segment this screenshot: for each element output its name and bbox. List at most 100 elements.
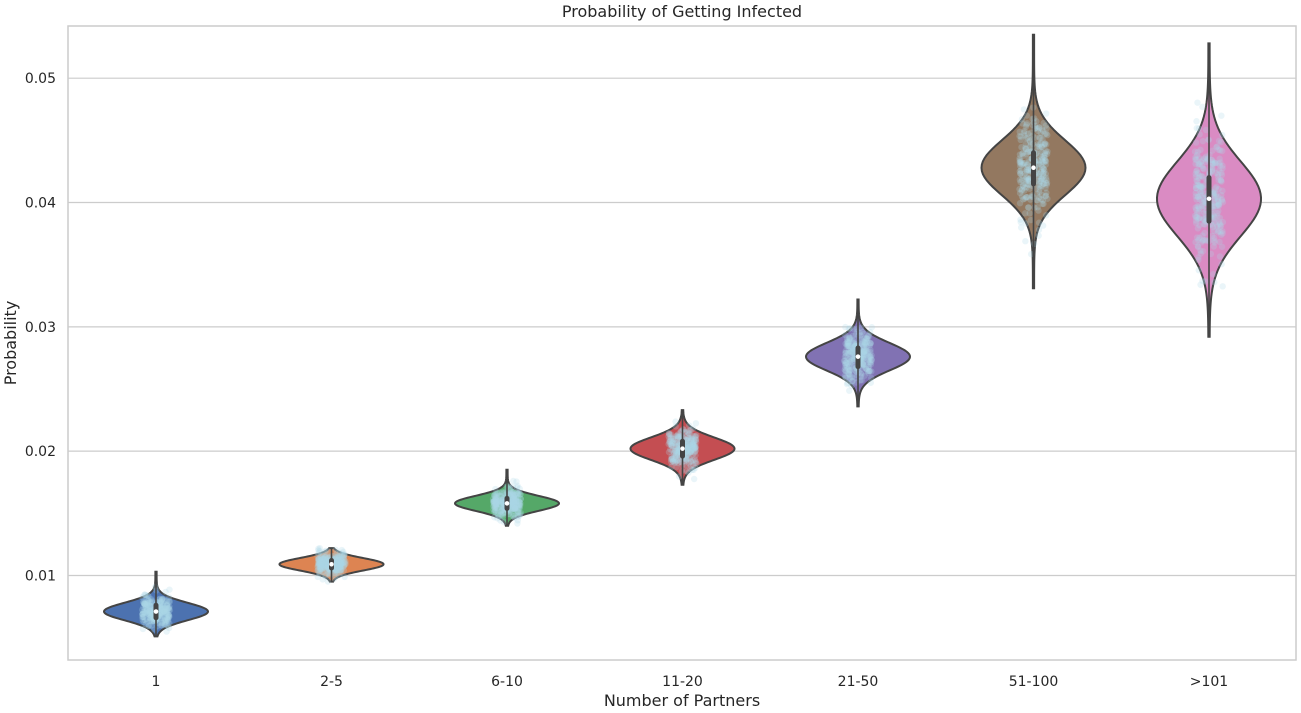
jitter-point [317, 563, 324, 570]
jitter-point [1034, 125, 1041, 132]
jitter-point [493, 504, 501, 512]
jitter-point [669, 447, 676, 454]
jitter-point [1219, 165, 1226, 172]
jitter-point [1198, 205, 1206, 213]
jitter-point [843, 380, 851, 388]
jitter-point [332, 561, 340, 569]
jitter-point [163, 602, 171, 610]
jitter-point [667, 458, 675, 466]
jitter-point [337, 564, 344, 571]
jitter-point [513, 478, 520, 485]
jitter-point [685, 422, 693, 429]
jitter-point [322, 563, 330, 570]
jitter-point [1199, 103, 1206, 111]
jitter-point [1215, 201, 1222, 208]
jitter-point [863, 351, 870, 359]
jitter-point [1023, 193, 1030, 201]
jitter-point [162, 618, 169, 625]
jitter-point [1210, 192, 1217, 199]
jitter-point [675, 442, 682, 449]
jitter-point [1023, 184, 1030, 191]
jitter-point [690, 439, 697, 446]
jitter-point [1218, 191, 1225, 199]
jitter-point [846, 325, 854, 332]
jitter-point [142, 604, 150, 611]
jitter-point [338, 557, 346, 564]
jitter-point [1195, 209, 1202, 216]
jitter-point [161, 607, 169, 614]
jitter-point [1218, 112, 1225, 119]
jitter-point [496, 496, 503, 503]
jitter-point [323, 562, 330, 569]
jitter-point [335, 560, 343, 568]
jitter-point [498, 499, 505, 506]
jitter-point [1038, 143, 1045, 150]
jitter-point [163, 610, 171, 618]
jitter-point [161, 620, 168, 628]
jitter-point [1023, 167, 1030, 174]
jitter-point [673, 449, 680, 457]
jitter-point [1198, 172, 1205, 180]
jitter-point [1034, 127, 1042, 135]
jitter-point [495, 492, 503, 500]
jitter-point [1036, 124, 1043, 131]
jitter-point [1019, 150, 1026, 158]
jitter-point [515, 490, 522, 497]
jitter-point [340, 554, 347, 561]
jitter-point [315, 547, 322, 554]
jitter-point [865, 358, 872, 366]
jitter-point [1042, 193, 1049, 200]
jitter-point [1017, 160, 1024, 168]
jitter-point [491, 497, 498, 505]
jitter-point [341, 551, 348, 558]
jitter-point [674, 442, 682, 450]
jitter-point [1217, 231, 1225, 239]
y-tick-label: 0.03 [25, 320, 56, 336]
jitter-point [510, 495, 518, 503]
jitter-point [337, 561, 345, 568]
jitter-point [160, 607, 167, 615]
jitter-point [689, 432, 696, 440]
jitter-point [338, 557, 345, 564]
jitter-point [322, 560, 330, 567]
jitter-point [333, 566, 340, 574]
jitter-point [1021, 187, 1028, 194]
jitter-point [141, 600, 148, 607]
jitter-point [142, 602, 149, 609]
jitter-point [1036, 124, 1043, 131]
jitter-point [158, 596, 165, 604]
jitter-point [508, 506, 515, 513]
jitter-point [512, 496, 520, 504]
jitter-point [323, 566, 331, 574]
jitter-point [689, 445, 697, 453]
jitter-point [1194, 99, 1201, 106]
jitter-point [842, 331, 849, 339]
jitter-point [672, 439, 679, 447]
jitter-point [158, 605, 165, 612]
jitter-point [1027, 216, 1035, 224]
jitter-point [157, 608, 164, 616]
jitter-point [338, 560, 345, 568]
jitter-point [160, 600, 167, 607]
jitter-point [1211, 159, 1219, 166]
jitter-point [514, 508, 521, 515]
jitter-point [316, 567, 324, 575]
jitter-point [1191, 148, 1199, 155]
jitter-point [849, 377, 856, 385]
jitter-point [141, 616, 149, 624]
jitter-point [668, 443, 676, 450]
jitter-point [675, 473, 683, 480]
jitter-point [322, 573, 329, 580]
jitter-point [491, 507, 499, 515]
jitter-point [336, 561, 343, 569]
jitter-point [143, 600, 150, 607]
jitter-point [333, 560, 340, 567]
jitter-point [666, 438, 674, 445]
jitter-point [491, 497, 498, 504]
jitter-point [318, 563, 325, 570]
jitter-point [667, 456, 675, 463]
jitter-point [1029, 121, 1036, 128]
jitter-point [862, 341, 869, 348]
jitter-point [1036, 170, 1043, 177]
jitter-point [160, 602, 167, 609]
